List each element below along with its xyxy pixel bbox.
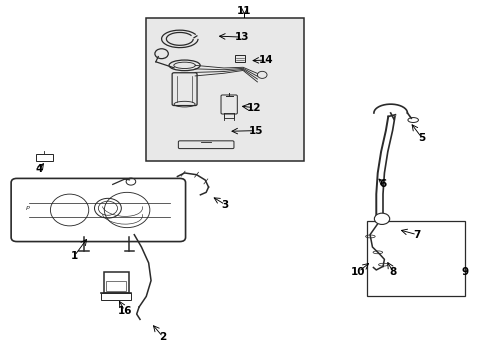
FancyBboxPatch shape — [11, 179, 185, 242]
Bar — [146, 18, 304, 161]
Text: 11: 11 — [237, 6, 251, 15]
Text: 2: 2 — [159, 332, 166, 342]
Text: 10: 10 — [350, 267, 365, 277]
Text: 3: 3 — [221, 200, 228, 210]
Circle shape — [374, 213, 389, 224]
Text: 1: 1 — [71, 251, 78, 261]
Text: 6: 6 — [379, 179, 386, 189]
Text: 8: 8 — [388, 267, 396, 277]
Text: 9: 9 — [461, 267, 468, 277]
Bar — [224, 113, 233, 118]
Text: 12: 12 — [246, 103, 261, 113]
Bar — [106, 280, 126, 291]
Bar — [234, 55, 245, 62]
Text: 15: 15 — [249, 126, 263, 136]
Text: 14: 14 — [258, 55, 273, 65]
Bar — [36, 154, 53, 161]
Text: P: P — [25, 206, 29, 211]
Text: 5: 5 — [417, 133, 425, 143]
Bar — [101, 293, 131, 300]
Text: 4: 4 — [36, 165, 43, 174]
Text: 13: 13 — [234, 32, 249, 42]
Text: 7: 7 — [412, 230, 420, 240]
Bar — [103, 272, 128, 293]
Bar — [366, 221, 464, 296]
Text: 16: 16 — [117, 306, 132, 315]
